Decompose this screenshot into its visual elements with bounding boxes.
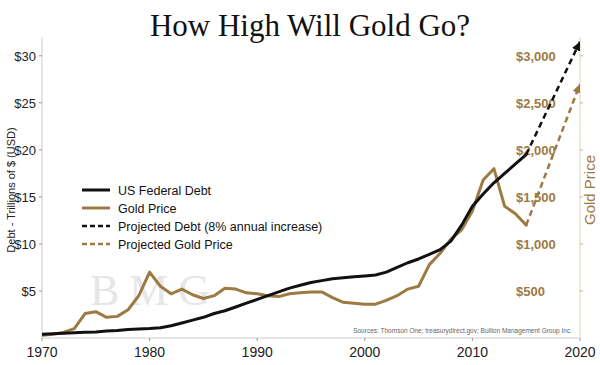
x-tick — [257, 338, 258, 341]
x-tick-label: 1980 — [134, 344, 165, 360]
y-tick — [39, 196, 42, 197]
y-tick — [39, 149, 42, 150]
x-tick-label: 2010 — [457, 344, 488, 360]
legend-swatch — [82, 207, 110, 210]
x-axis-line — [42, 338, 580, 339]
x-tick — [472, 338, 473, 341]
y-tick-label: $30 — [14, 49, 36, 64]
y-tick-label: $5 — [22, 284, 36, 299]
x-tick-label: 2020 — [564, 344, 595, 360]
legend-label: Projected Gold Price — [118, 238, 233, 252]
legend-swatch — [82, 243, 110, 246]
y2-tick-label: $1,000 — [516, 237, 556, 252]
legend-label: Projected Debt (8% annual increase) — [118, 220, 322, 234]
series-line — [42, 155, 526, 335]
y2-axis-label: Gold Price — [581, 155, 598, 225]
plot-area — [42, 42, 580, 335]
x-tick-label: 1990 — [242, 344, 273, 360]
x-tick-label: 1970 — [26, 344, 57, 360]
legend-label: US Federal Debt — [118, 184, 212, 198]
legend-label: Gold Price — [118, 202, 176, 216]
y-tick — [39, 102, 42, 103]
x-tick — [580, 338, 581, 341]
y2-tick — [580, 55, 583, 56]
x-tick — [364, 338, 365, 341]
x-tick — [149, 338, 150, 341]
series-line — [42, 169, 526, 335]
y-axis-line — [42, 37, 43, 338]
y2-tick — [580, 243, 583, 244]
projection-line — [526, 84, 580, 225]
y-tick — [39, 290, 42, 291]
y2-tick-label: $500 — [516, 284, 545, 299]
y2-tick — [580, 102, 583, 103]
source-note: Sources: Thomson One; treasurydirect.gov… — [353, 327, 572, 335]
y-axis-label: Debt - Trillions of $ (USD) — [5, 127, 17, 252]
y-tick — [39, 55, 42, 56]
y-tick-label: $20 — [14, 143, 36, 158]
title: How High Will Gold Go? — [150, 8, 470, 43]
legend-swatch — [82, 225, 110, 228]
x-tick — [42, 338, 43, 341]
y2-tick-label: $2,500 — [516, 96, 556, 111]
y2-tick-label: $3,000 — [516, 49, 556, 64]
legend-swatch — [82, 189, 110, 192]
y2-tick — [580, 290, 583, 291]
projection-line — [526, 42, 580, 155]
x-tick-label: 2000 — [349, 344, 380, 360]
y-tick-label: $15 — [14, 190, 36, 205]
y-tick-label: $10 — [14, 237, 36, 252]
watermark: BMG — [90, 266, 220, 315]
y2-tick-label: $2,000 — [516, 143, 556, 158]
y2-tick — [580, 149, 583, 150]
legend: US Federal Debt Gold Price Projected Debt … — [82, 184, 322, 252]
y-tick — [39, 243, 42, 244]
chart: BMG How High Will Gold Go? 1970 1980 1990 200… — [0, 0, 600, 365]
y-tick-label: $25 — [14, 96, 36, 111]
